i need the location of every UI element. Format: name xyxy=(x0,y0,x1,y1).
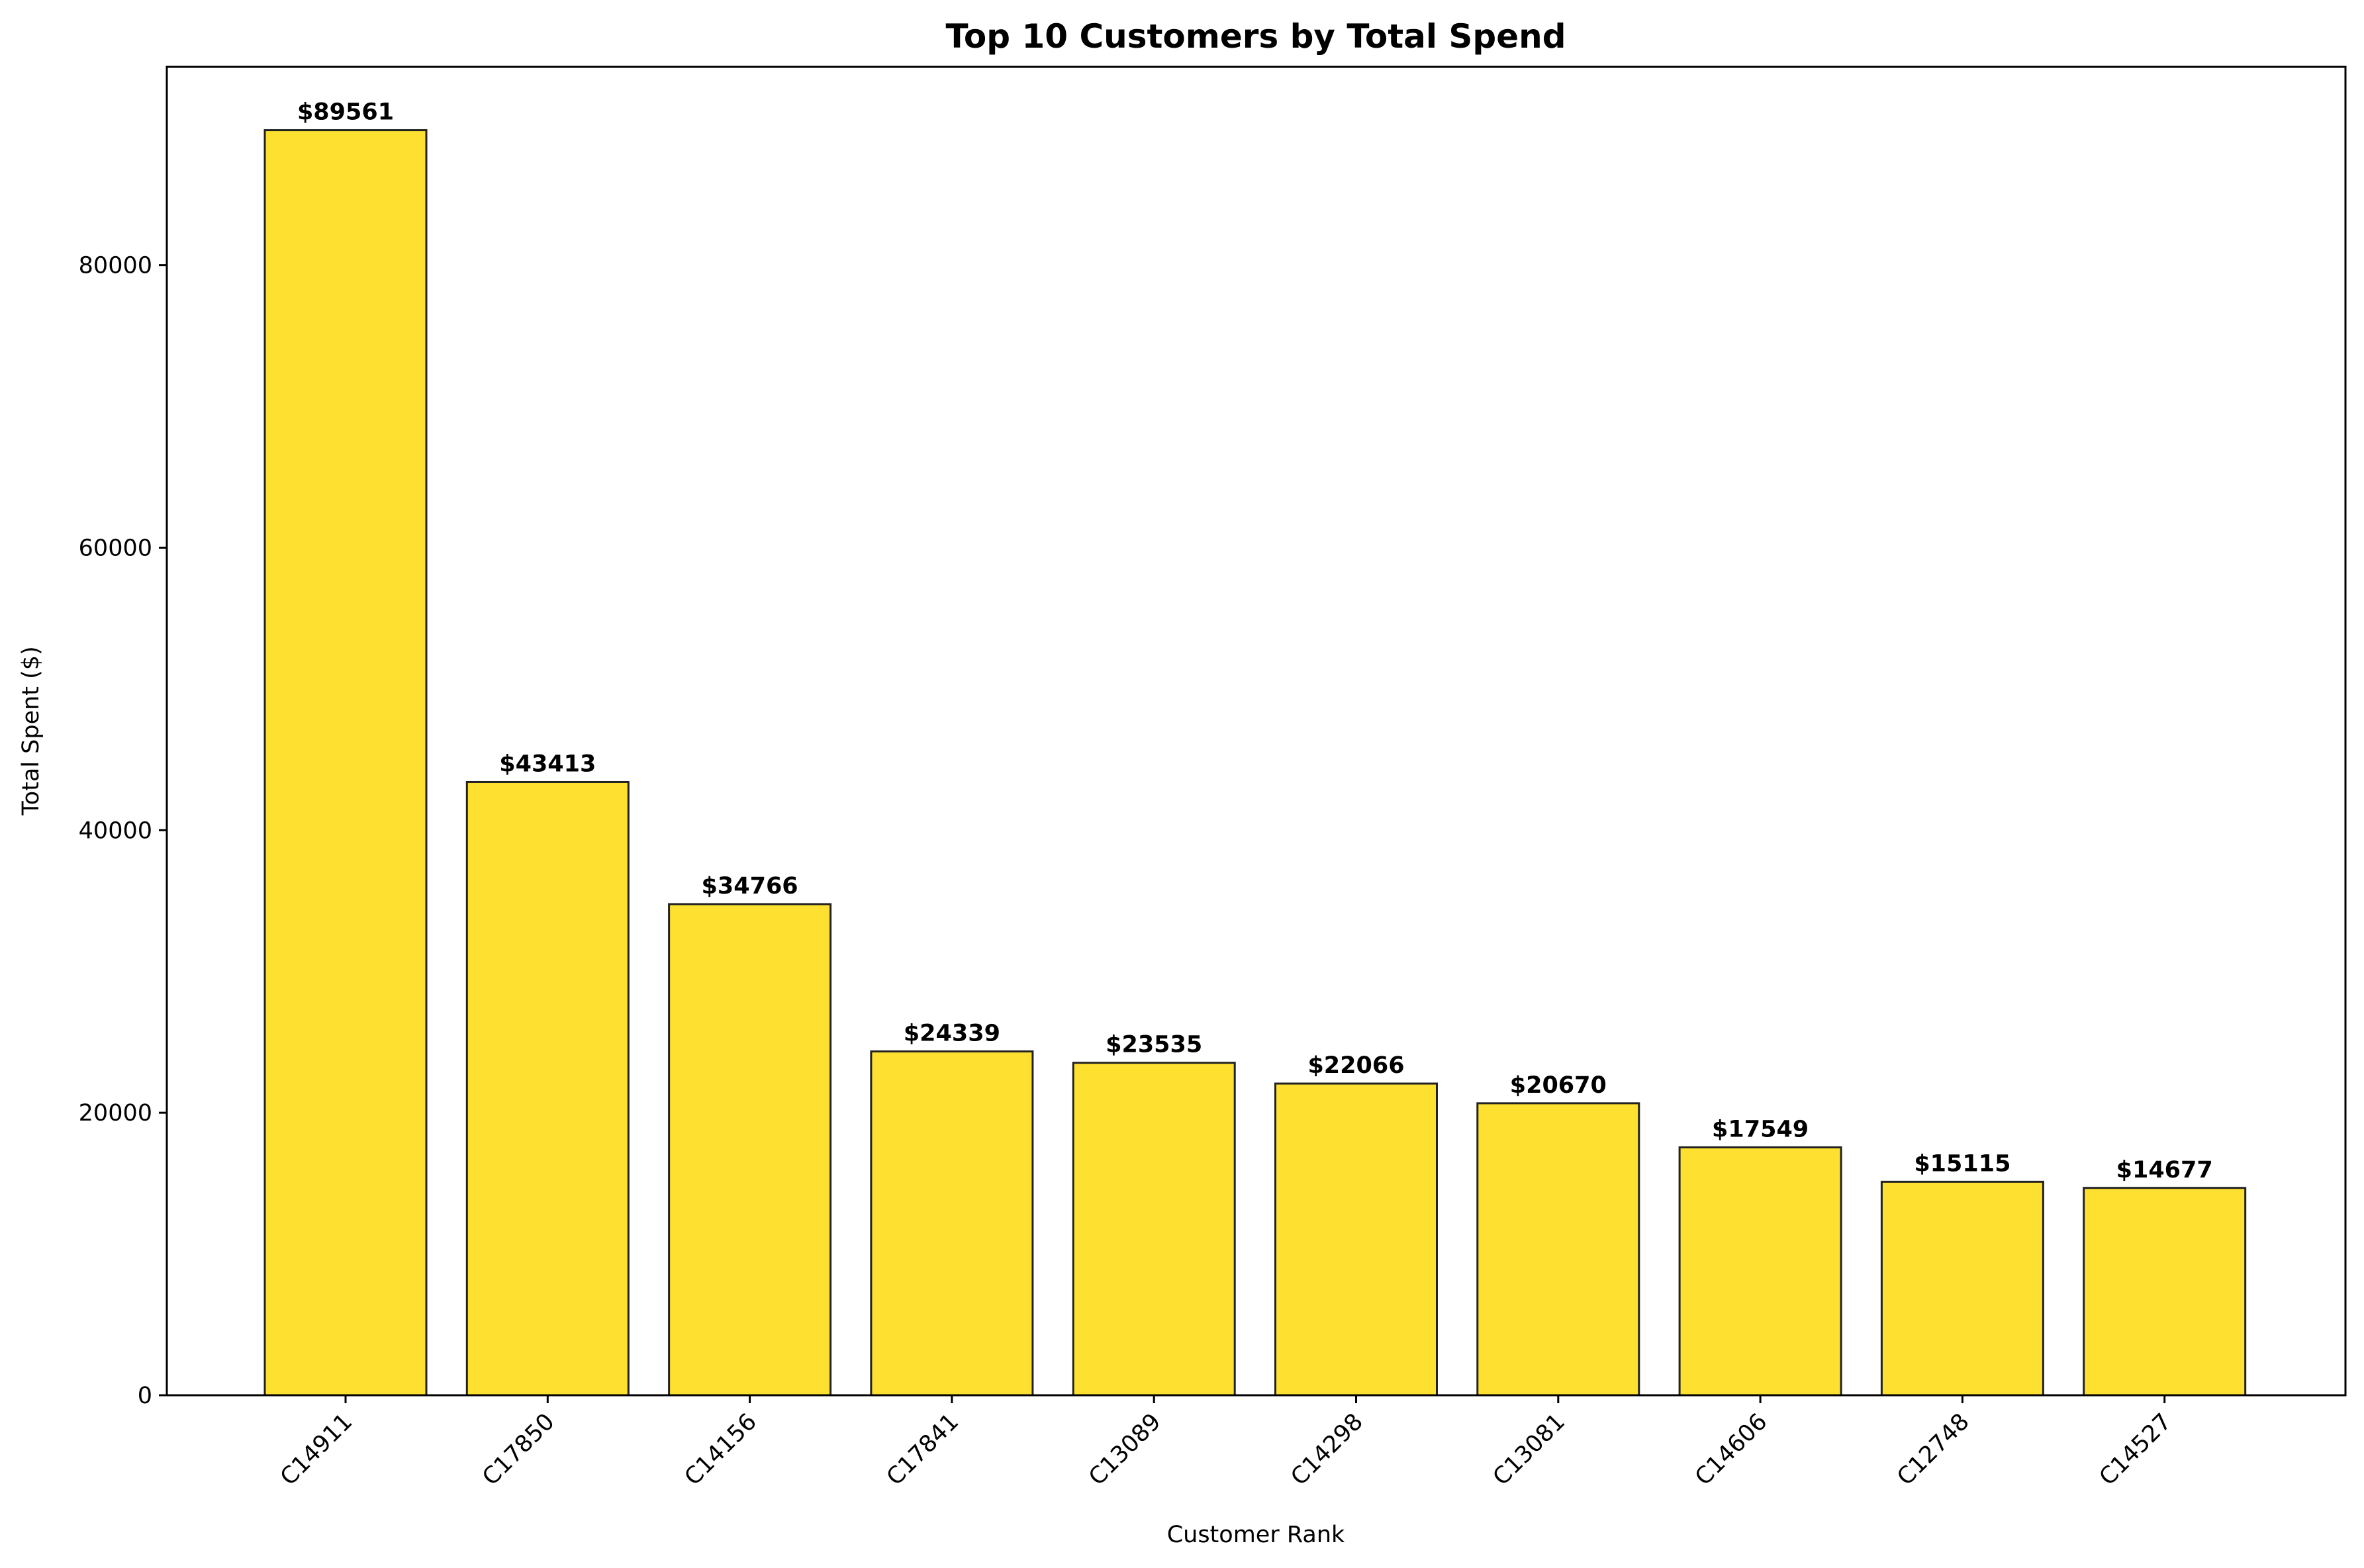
data-label-C13081: $20670 xyxy=(1510,1072,1607,1099)
data-labels: $89561 $43413 $34766 $24339 $23535 $22066 $206… xyxy=(297,99,2213,1183)
bars xyxy=(263,129,2247,1397)
y-tick-label: 60000 xyxy=(79,535,152,561)
bar-C14298 xyxy=(1274,1082,1438,1397)
bar-C14911 xyxy=(263,129,428,1397)
data-label-C17841: $24339 xyxy=(904,1021,1000,1047)
data-label-C17850: $43413 xyxy=(499,751,596,777)
bar-C14606 xyxy=(1678,1146,1842,1397)
data-label-C14606: $17549 xyxy=(1712,1116,1809,1142)
y-tick-label: 80000 xyxy=(79,253,152,279)
data-label-C13089: $23535 xyxy=(1106,1032,1202,1058)
y-tick-label: 0 xyxy=(138,1383,152,1409)
y-axis-label: Total Spent ($) xyxy=(18,646,44,815)
data-label-C14527: $14677 xyxy=(2116,1157,2213,1183)
y-axis-ticks: 0 20000 40000 60000 80000 xyxy=(79,253,167,1409)
bar-C17850 xyxy=(465,780,630,1397)
data-label-C14298: $22066 xyxy=(1307,1052,1404,1079)
y-tick-label: 40000 xyxy=(79,817,152,844)
axes-frame xyxy=(165,66,2347,1397)
bar-C12748 xyxy=(1880,1180,2044,1397)
data-label-C14911: $89561 xyxy=(297,99,394,126)
bar-C17841 xyxy=(870,1050,1034,1397)
bar-C14527 xyxy=(2083,1187,2247,1397)
chart-title: Top 10 Customers by Total Spend xyxy=(945,17,1566,56)
data-label-C12748: $15115 xyxy=(1914,1150,2010,1177)
y-tick-label: 20000 xyxy=(79,1100,152,1127)
bar-C13081 xyxy=(1476,1102,1640,1397)
data-label-C14156: $34766 xyxy=(702,873,798,899)
x-axis-label: Customer Rank xyxy=(1167,1522,1345,1548)
bar-C14156 xyxy=(668,903,832,1397)
bar-C13089 xyxy=(1072,1062,1236,1397)
